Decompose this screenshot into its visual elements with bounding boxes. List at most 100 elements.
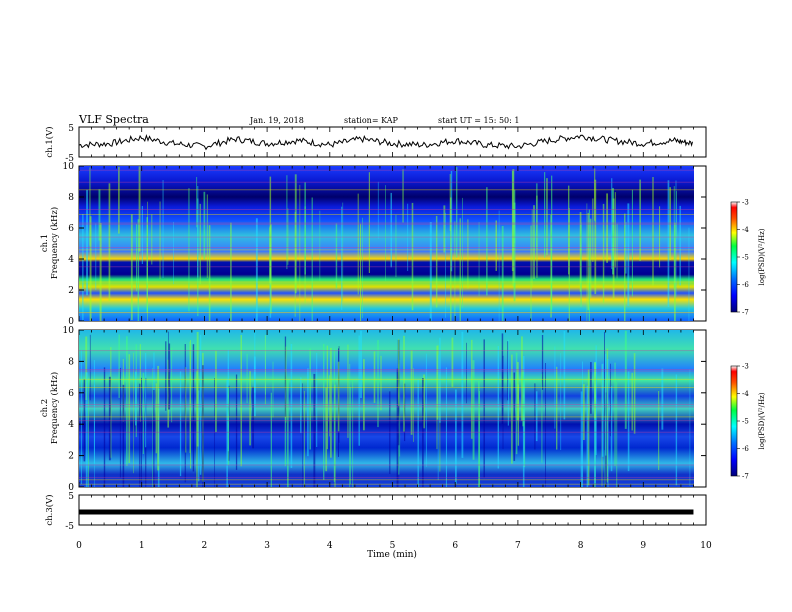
spectrogram-streak (284, 336, 287, 417)
ch1-colorbar-ticks: -3 -4 -5 -6 -7 (737, 199, 749, 317)
spectrogram-streak (568, 185, 570, 275)
spectrogram-streak (582, 361, 583, 487)
spectrogram-streak (688, 227, 690, 321)
spectrogram-streak (471, 339, 473, 439)
spectrogram-streak (402, 169, 404, 223)
colorbar-tick-label: -6 (742, 281, 749, 289)
spectrogram-streak (445, 212, 446, 318)
ch1-spectrogram-image (79, 166, 694, 321)
spectrogram-streak (563, 330, 566, 420)
x-axis-label: Time (min) (367, 549, 417, 560)
spectrogram-streak (521, 336, 523, 421)
spectrogram-streak (272, 361, 274, 418)
spectrogram-streak (270, 224, 272, 314)
spectrogram-streak (208, 225, 211, 321)
spectrogram-streak (227, 387, 230, 465)
spectrogram-streak (141, 206, 143, 264)
ch2-spectrogram-channel-label: ch.2 (40, 399, 50, 417)
spectrogram-streak (587, 212, 589, 311)
ch1-spectrogram-yticks: 0 2 4 6 8 10 (63, 162, 706, 327)
spectrogram-streak (675, 180, 677, 297)
spectrogram-ytick-label: 0 (68, 483, 74, 493)
spectrogram-streak (108, 376, 111, 461)
colorbar-tick-label: -7 (742, 309, 749, 317)
ch3-waveform-panel: 5 -5 ch.3(V) (44, 492, 707, 532)
spectrogram-streak (360, 330, 362, 398)
spectrogram-streak (119, 367, 121, 478)
spectrogram-streak (631, 189, 633, 297)
spectrogram-streak (126, 336, 128, 466)
spectrogram-streak (311, 197, 313, 321)
spectrogram-streak (466, 342, 467, 404)
figure-title: VLF Spectra (78, 113, 149, 126)
spectrogram-streak (436, 345, 439, 420)
spectrogram-streak (316, 352, 318, 447)
spectrogram-streak (592, 198, 594, 262)
spectrogram-streak (88, 378, 89, 487)
spectrogram-streak (299, 184, 301, 321)
spectrogram-streak (155, 383, 158, 454)
spectrogram-streak (139, 383, 141, 487)
ch1-spectrogram-channel-label: ch.1 (40, 234, 50, 252)
spectrogram-streak (602, 203, 605, 303)
ch1-colorbar-label: log(PSD)(V²/Hz) (758, 228, 766, 285)
spectrogram-streak (360, 223, 362, 321)
spectrogram-streak (99, 223, 102, 321)
spectrogram-streak (437, 354, 439, 481)
spectrogram-streak (604, 331, 605, 451)
spectrogram-streak (304, 182, 306, 275)
spectrogram-streak (586, 385, 589, 487)
spectrogram-streak (196, 177, 198, 228)
spectrogram-streak (118, 166, 120, 234)
spectrogram-streak (307, 368, 309, 457)
spectrogram-streak (285, 346, 287, 423)
spectrogram-band (79, 370, 694, 372)
x-tick-label: 1 (139, 541, 145, 551)
spectrogram-ytick-label: 8 (68, 357, 74, 367)
spectrogram-streak (270, 392, 272, 487)
spectrogram-streak (151, 214, 153, 265)
spectrogram-band (79, 249, 694, 251)
spectrogram-streak (255, 218, 258, 321)
spectrogram-streak (94, 384, 95, 487)
spectrogram-streak (133, 352, 134, 474)
spectrogram-streak (357, 193, 359, 295)
spectrogram-streak (513, 189, 516, 244)
spectrogram-streak (108, 183, 111, 301)
spectrogram-streak (358, 335, 360, 446)
spectrogram-streak (287, 208, 289, 265)
spectrogram-streak (398, 338, 400, 406)
spectrogram-streak (287, 380, 289, 487)
spectrogram-streak (586, 203, 588, 321)
spectrogram-streak (313, 373, 316, 487)
colorbar-tick-label: -5 (742, 254, 749, 262)
ch3-ytick-top: 5 (68, 492, 74, 502)
spectrogram-streak (535, 391, 538, 442)
spectrogram-streak (610, 363, 611, 437)
ch1-waveform-trace (78, 133, 693, 151)
spectrogram-streak (530, 225, 532, 321)
colorbar-tick-label: -6 (742, 445, 749, 453)
spectrogram-band (79, 406, 694, 408)
colorbar-tick-label: -3 (742, 199, 749, 207)
spectrogram-streak (326, 345, 328, 450)
colorbar-tick-label: -4 (742, 226, 749, 234)
spectrogram-streak (423, 374, 425, 429)
spectrogram-band (79, 387, 694, 388)
spectrogram-ytick-label: 2 (68, 452, 74, 462)
spectrogram-streak (533, 205, 535, 279)
spectrogram-streak (467, 219, 469, 289)
spectrogram-streak (541, 374, 543, 463)
spectrogram-band (79, 431, 694, 433)
spectrogram-streak (137, 219, 140, 321)
spectrogram-streak (329, 375, 330, 437)
spectrogram-streak (82, 214, 84, 321)
spectrogram-streak (454, 221, 456, 321)
ch1-colorbar: -3 -4 -5 -6 -7 log(PSD)(V²/Hz) (730, 199, 766, 317)
spectrogram-streak (610, 386, 613, 472)
spectrogram-streak (616, 381, 618, 487)
spectrogram-streak (206, 194, 208, 278)
spectrogram-ytick-label: 10 (63, 326, 75, 336)
date-label: Jan. 19, 2018 (249, 116, 304, 125)
spectrogram-streak (168, 343, 171, 410)
